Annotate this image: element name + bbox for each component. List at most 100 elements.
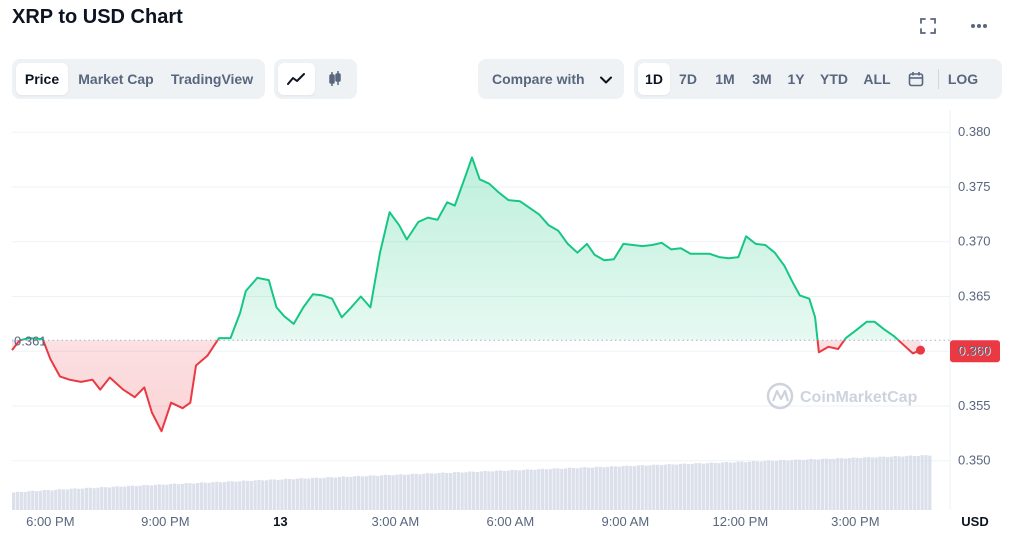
tab-market-cap[interactable]: Market Cap [78,71,154,87]
range-1d[interactable]: 1D [638,63,670,95]
tab-price[interactable]: Price [16,63,68,95]
volume-bar [905,455,909,510]
volume-bar [514,469,518,510]
volume-bar [345,476,349,510]
log-scale-toggle[interactable]: LOG [947,71,979,87]
volume-bar [652,464,656,510]
volume-bar [353,476,357,510]
y-tick-label: 0.350 [958,453,991,468]
volume-bar [863,457,867,510]
volume-bar [541,468,545,510]
volume-bar [38,490,43,510]
volume-bar [713,462,717,510]
volume-bar [307,478,311,510]
volume-bar [150,485,154,510]
volume-bar [521,469,526,510]
volume-bar [399,474,403,510]
volume-bar [828,459,832,510]
volume-bar [533,469,537,510]
tab-tradingview[interactable]: TradingView [170,71,254,87]
volume-bar [475,472,480,510]
volume-bar [774,460,779,510]
volume-bar [157,484,161,510]
y-tick-label: 0.360 [958,343,991,358]
volume-bar [449,473,453,510]
volume-bar [146,485,150,510]
volume-bar [824,458,828,510]
volume-bar [69,488,73,510]
volume-bar [234,481,238,510]
volume-bar [27,491,31,510]
volume-bar [928,455,932,510]
volume-bar [222,482,227,510]
range-1m[interactable]: 1M [715,71,735,87]
volume-bar [797,459,802,510]
volume-bar [491,471,495,510]
volume-bar [341,476,345,510]
volume-bar [418,474,422,510]
current-price-badge: 0.360 [950,340,1000,363]
volume-bar [537,469,541,510]
volume-bar [138,485,142,510]
reference-price-label: 0.361 [14,333,47,348]
volume-bar [284,478,288,510]
range-all[interactable]: ALL [863,71,891,87]
volume-bar [809,458,813,510]
price-line-below [11,340,921,433]
compare-with-dropdown[interactable]: Compare with [478,59,624,99]
volume-bar [337,477,342,510]
y-tick-label: 0.380 [958,124,991,139]
volume-bar [291,479,296,510]
volume-bar [728,462,733,510]
candlestick-icon[interactable] [317,63,354,95]
x-tick-label: 6:00 PM [26,514,74,529]
volume-bar [314,477,319,510]
svg-text:0.360: 0.360 [959,344,992,359]
volume-bar [893,456,897,510]
volume-bar [575,468,579,510]
volume-bar [487,471,491,510]
volume-bar [322,477,326,510]
range-7d[interactable]: 7D [679,71,697,87]
volume-bar [755,461,759,510]
x-tick-label: 3:00 AM [371,514,419,529]
watermark: CoinMarketCap [766,382,918,410]
volume-bar [702,463,706,510]
calendar-icon[interactable] [898,63,934,95]
y-tick-label: 0.355 [958,398,991,413]
volume-bar [682,463,687,510]
volume-bar [640,465,644,510]
fullscreen-icon[interactable] [916,14,940,38]
volume-bar [42,490,46,510]
volume-bar [748,461,752,510]
volume-bar [502,470,506,510]
volume-bar [165,484,169,510]
volume-bar [912,455,917,510]
volume-bar [556,468,560,510]
volume-bar [644,465,648,510]
more-options-icon[interactable] [967,14,991,38]
range-3m[interactable]: 3M [752,71,772,87]
volume-bar [472,471,476,510]
line-chart-icon[interactable] [278,63,315,95]
volume-bar [176,484,181,510]
volume-bar [495,470,499,510]
volume-bar [153,484,158,510]
volume-bar [886,457,890,510]
volume-bar [410,473,414,510]
volume-bar [606,466,610,510]
volume-bar [15,491,20,510]
volume-bar [219,482,223,510]
volume-bar [717,463,721,510]
volume-bar [376,475,380,510]
volume-bar [544,469,549,510]
volume-bar [184,483,188,510]
volume-bar [518,470,522,510]
volume-bar [238,481,242,510]
volume-bar [61,489,66,510]
range-1y[interactable]: 1Y [787,71,805,87]
range-ytd[interactable]: YTD [820,71,848,87]
y-tick-label: 0.365 [958,288,991,303]
volume-bar [111,486,115,510]
volume-bar [257,479,261,510]
